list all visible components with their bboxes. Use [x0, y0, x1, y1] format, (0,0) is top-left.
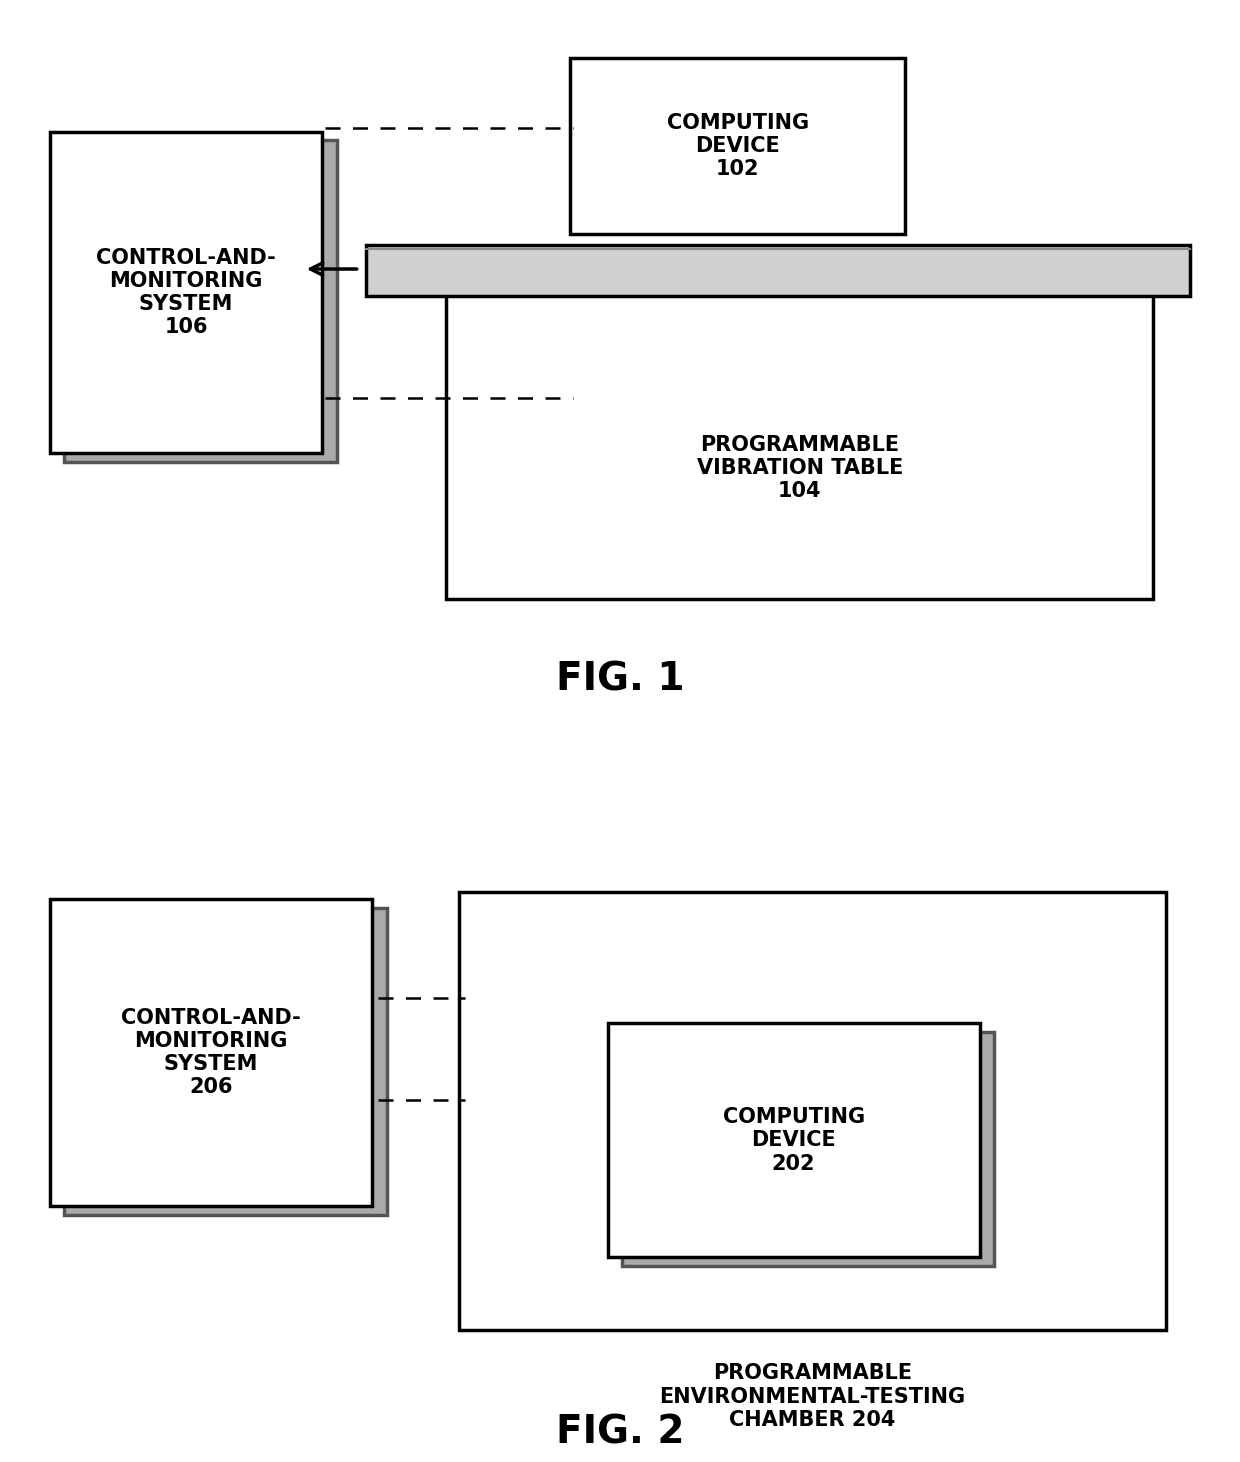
Text: CONTROL-AND-
MONITORING
SYSTEM
106: CONTROL-AND- MONITORING SYSTEM 106 [97, 247, 275, 338]
Bar [50, 899, 372, 1206]
Bar [64, 140, 337, 462]
Text: CONTROL-AND-
MONITORING
SYSTEM
206: CONTROL-AND- MONITORING SYSTEM 206 [122, 1007, 300, 1098]
Text: PROGRAMMABLE
ENVIRONMENTAL-TESTING
CHAMBER 204: PROGRAMMABLE ENVIRONMENTAL-TESTING CHAMB… [660, 1363, 965, 1430]
Bar [608, 1023, 980, 1257]
Text: PROGRAMMABLE
VIBRATION TABLE
104: PROGRAMMABLE VIBRATION TABLE 104 [697, 434, 903, 501]
Bar [459, 892, 1166, 1330]
Bar [446, 263, 1153, 599]
Bar [570, 58, 905, 234]
Bar [50, 132, 322, 453]
Text: COMPUTING
DEVICE
202: COMPUTING DEVICE 202 [723, 1107, 864, 1174]
Bar [366, 244, 1190, 295]
Text: COMPUTING
DEVICE
102: COMPUTING DEVICE 102 [667, 113, 808, 180]
Bar [622, 1032, 994, 1266]
Text: FIG. 1: FIG. 1 [556, 661, 684, 699]
Bar [64, 908, 387, 1215]
Text: FIG. 2: FIG. 2 [556, 1414, 684, 1452]
